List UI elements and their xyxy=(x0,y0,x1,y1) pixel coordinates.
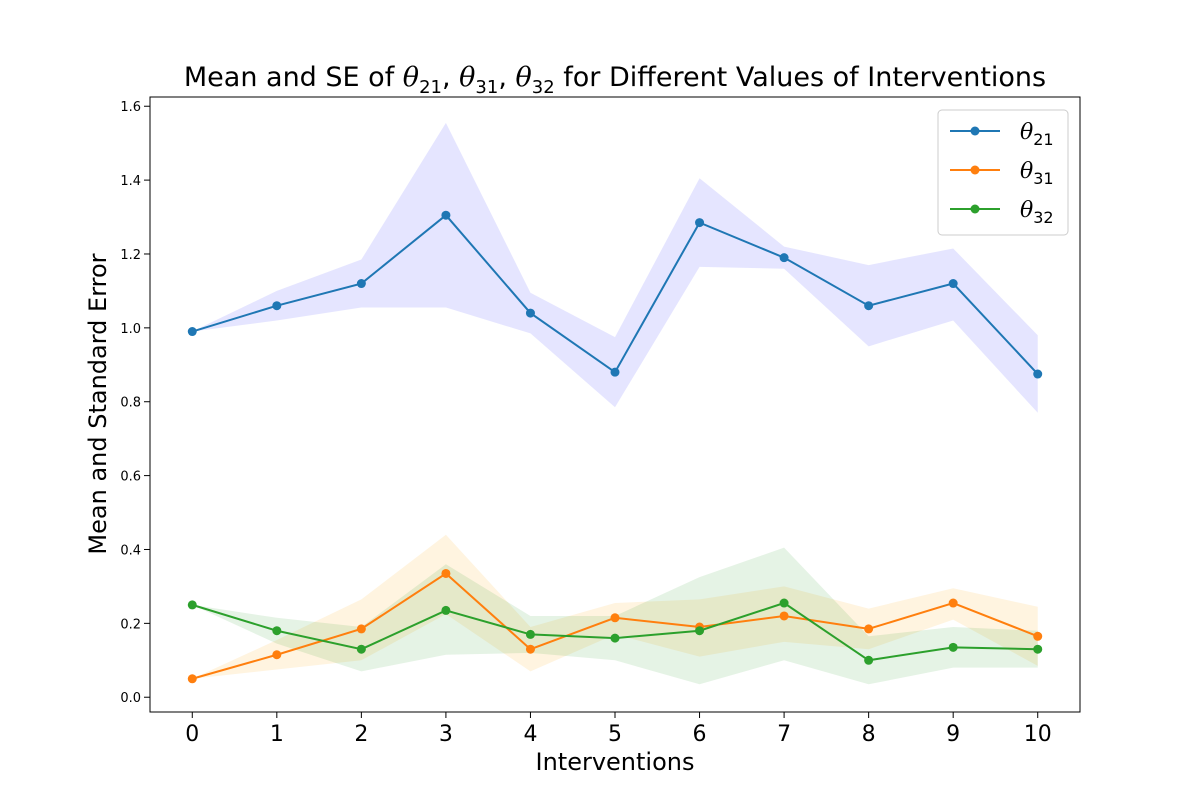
point-series-1 xyxy=(525,644,535,654)
band-series-0 xyxy=(192,122,1038,413)
point-series-2 xyxy=(779,598,789,608)
x-tick-label: 10 xyxy=(1024,722,1052,747)
y-axis-ticks: 0.0 0.2 0.4 0.6 0.8 1.0 1.2 1.4 1.6 xyxy=(120,100,150,706)
confidence-bands xyxy=(192,122,1038,685)
y-tick-label: 1.2 xyxy=(120,248,141,263)
x-axis-ticks: 0 1 2 3 4 5 6 7 8 9 10 xyxy=(185,712,1052,747)
point-series-1 xyxy=(356,624,366,634)
point-series-2 xyxy=(695,626,705,636)
legend-marker-2 xyxy=(970,204,980,214)
point-series-2 xyxy=(525,629,535,639)
y-tick-label: 0.8 xyxy=(120,396,141,411)
x-tick-label: 0 xyxy=(185,722,199,747)
point-series-2 xyxy=(864,655,874,665)
legend-label-1: θ31 xyxy=(1020,159,1054,188)
point-series-1 xyxy=(610,613,620,623)
series-markers xyxy=(187,210,1043,684)
legend: θ21 θ31 θ32 xyxy=(937,109,1069,236)
legend-marker-1 xyxy=(970,165,980,175)
legend-label-2: θ32 xyxy=(1020,198,1054,227)
legend-marker-0 xyxy=(970,126,980,136)
point-series-1 xyxy=(1033,631,1043,641)
point-series-1 xyxy=(779,611,789,621)
point-series-0 xyxy=(356,279,366,289)
point-series-1 xyxy=(272,650,282,660)
point-series-1 xyxy=(864,624,874,634)
x-tick-label: 2 xyxy=(354,722,368,747)
point-series-0 xyxy=(948,279,958,289)
point-series-2 xyxy=(610,633,620,643)
x-tick-label: 8 xyxy=(862,722,876,747)
y-tick-label: 0.4 xyxy=(120,543,141,558)
point-series-0 xyxy=(779,253,789,263)
point-series-2 xyxy=(441,605,451,615)
y-tick-label: 0.0 xyxy=(120,691,141,706)
point-series-2 xyxy=(356,644,366,654)
y-axis-label: Mean and Standard Error xyxy=(84,253,112,554)
point-series-2 xyxy=(272,626,282,636)
legend-label-0: θ21 xyxy=(1020,120,1054,149)
point-series-1 xyxy=(441,568,451,578)
x-axis-label: Interventions xyxy=(536,748,695,776)
point-series-0 xyxy=(864,301,874,311)
point-series-2 xyxy=(187,600,197,610)
x-tick-label: 3 xyxy=(439,722,453,747)
y-tick-label: 0.2 xyxy=(120,617,141,632)
point-series-2 xyxy=(948,642,958,652)
point-series-0 xyxy=(695,218,705,228)
chart-title: Mean and SE of θ21, θ31, θ32 for Differe… xyxy=(184,62,1046,98)
point-series-0 xyxy=(441,210,451,220)
x-tick-label: 7 xyxy=(777,722,791,747)
x-tick-label: 4 xyxy=(523,722,537,747)
x-tick-label: 5 xyxy=(608,722,622,747)
point-series-0 xyxy=(610,367,620,377)
point-series-0 xyxy=(187,327,197,337)
point-series-1 xyxy=(948,598,958,608)
y-tick-label: 1.6 xyxy=(120,100,141,115)
point-series-0 xyxy=(1033,369,1043,379)
y-tick-label: 1.0 xyxy=(120,322,141,337)
point-series-0 xyxy=(525,308,535,318)
point-series-1 xyxy=(187,674,197,684)
band-series-1 xyxy=(192,534,1038,679)
x-tick-label: 9 xyxy=(946,722,960,747)
point-series-2 xyxy=(1033,644,1043,654)
y-tick-label: 1.4 xyxy=(120,174,141,189)
legend-box xyxy=(937,109,1069,236)
point-series-0 xyxy=(272,301,282,311)
x-tick-label: 1 xyxy=(270,722,284,747)
x-tick-label: 6 xyxy=(693,722,707,747)
y-tick-label: 0.6 xyxy=(120,470,141,485)
